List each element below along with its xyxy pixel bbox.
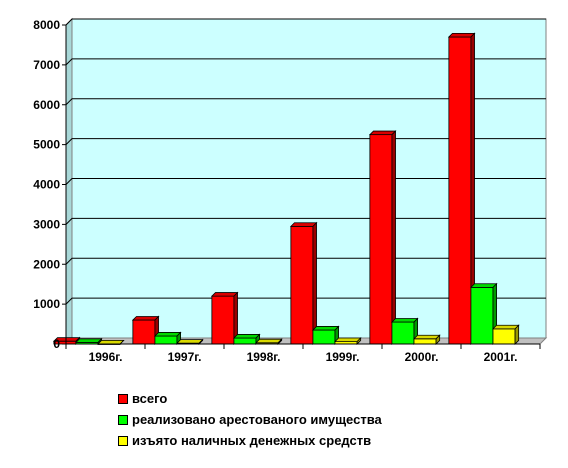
legend-label-total: всего <box>132 391 168 406</box>
bar-1-3 <box>311 325 340 345</box>
bar-top <box>492 324 520 330</box>
legend: всего реализовано арестованого имущества… <box>118 388 382 451</box>
legend-label-seized-cash: изъято наличных денежных средств <box>132 433 372 448</box>
gridline <box>65 58 546 66</box>
bars <box>52 32 520 345</box>
bar-1-1 <box>153 331 182 345</box>
bar-0-2 <box>210 291 239 345</box>
bar-front <box>470 286 494 345</box>
bar-top <box>334 337 362 343</box>
y-tick-label: 6000 <box>33 98 60 112</box>
legend-swatch-sold-property <box>118 414 128 425</box>
x-tick-label: 1998г. <box>247 350 281 364</box>
bar-1-0 <box>74 337 103 345</box>
bar-2-2 <box>255 338 283 345</box>
bar-front <box>154 335 178 345</box>
bar-top <box>232 334 261 339</box>
bar-0-5 <box>447 32 476 345</box>
bar-front <box>132 319 156 345</box>
legend-item-seized-cash: изъято наличных денежных средств <box>118 430 382 451</box>
y-tick-label: 5000 <box>33 138 60 152</box>
y-tick-label: 4000 <box>33 178 60 192</box>
bar-side <box>435 334 441 345</box>
bar-1-4 <box>390 317 419 345</box>
bar-side <box>312 221 317 345</box>
bar-top <box>469 283 498 288</box>
bar-top <box>255 338 283 344</box>
bar-side <box>391 130 396 345</box>
bar-front <box>391 321 415 345</box>
y-tick-label: 7000 <box>33 58 60 72</box>
bar-0-1 <box>131 315 160 345</box>
bar-front <box>312 329 336 345</box>
bar-top <box>74 338 103 343</box>
bar-top <box>368 130 397 136</box>
bar-front <box>413 338 437 345</box>
y-tick-labels: 0 1000 2000 3000 4000 5000 6000 7000 8000 <box>33 18 60 351</box>
bar-front <box>369 134 393 345</box>
bar-front <box>211 295 235 345</box>
gridline <box>65 18 546 26</box>
bar-top <box>210 292 239 297</box>
bar-top <box>413 334 441 340</box>
legend-swatch-seized-cash <box>118 435 128 446</box>
bar-2-4 <box>413 334 441 345</box>
legend-item-sold-property: реализовано арестованого имущества <box>118 409 382 430</box>
bar-0-4 <box>368 130 397 345</box>
y-tick-label: 8000 <box>33 18 60 32</box>
y-tick-label: 1000 <box>33 297 60 311</box>
legend-swatch-total <box>118 393 128 404</box>
bar-front <box>290 225 314 345</box>
bar-side <box>356 337 362 345</box>
bar-2-3 <box>334 337 362 345</box>
bar-side <box>514 324 520 345</box>
bar-2-5 <box>492 324 520 345</box>
x-tick-label: 2001г. <box>484 350 518 364</box>
bar-top <box>311 326 340 331</box>
bar-top <box>176 339 204 344</box>
bar-front <box>448 36 472 345</box>
x-tick-label: 1997г. <box>168 350 202 364</box>
bar-front <box>492 328 516 345</box>
x-tick-label: 1996г. <box>89 350 123 364</box>
bar-side <box>119 340 124 345</box>
x-tick-labels: 1996г. 1997г. 1998г. 1999г. 2000г. 2001г. <box>65 344 541 364</box>
bar-0-3 <box>289 221 318 345</box>
bar-top <box>390 318 419 323</box>
bar-top <box>289 222 318 227</box>
bar-2-1 <box>176 338 204 345</box>
y-tick-label: 3000 <box>33 217 60 231</box>
x-tick-label: 2000г. <box>405 350 439 364</box>
bar-top <box>97 339 125 345</box>
bar-top <box>447 32 476 38</box>
bar-front <box>233 337 257 345</box>
gridline <box>65 98 546 106</box>
bar-chart: 0 1000 2000 3000 4000 5000 6000 7000 8000 1996г.… <box>33 17 548 364</box>
y-tick-label: 2000 <box>33 257 60 271</box>
bar-top <box>131 316 160 321</box>
legend-item-total: всего <box>118 388 382 409</box>
x-tick-label: 1999г. <box>326 350 360 364</box>
legend-label-sold-property: реализовано арестованого имущества <box>132 412 382 427</box>
y-tick-label: 0 <box>53 337 60 351</box>
bar-top <box>153 332 182 337</box>
